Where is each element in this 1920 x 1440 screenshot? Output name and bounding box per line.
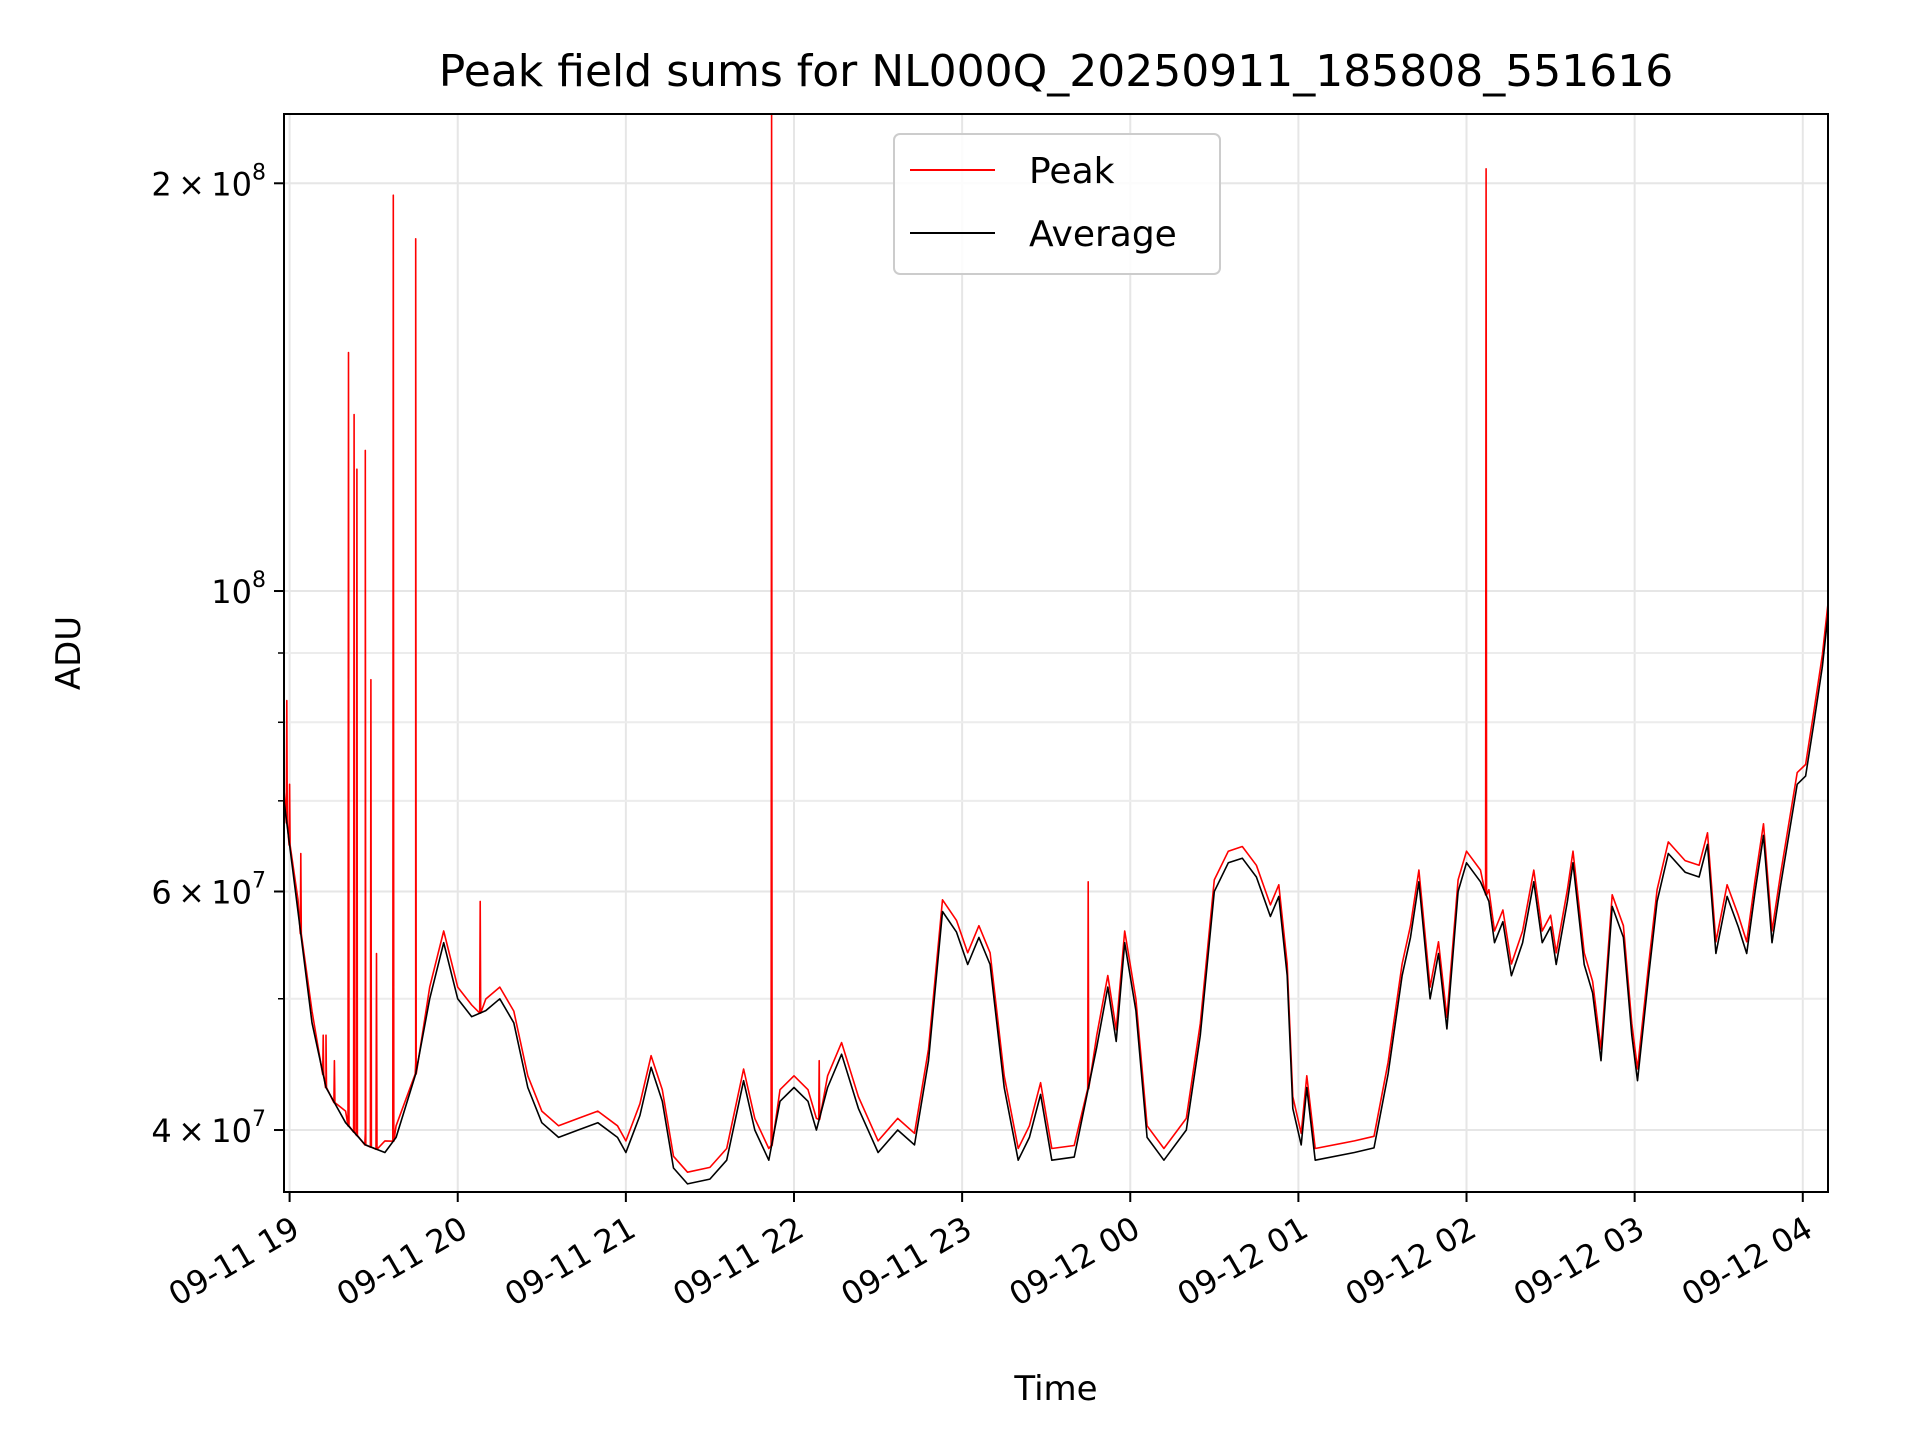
series-average-line: [284, 614, 1828, 1185]
y-tick-label-0: 4 × 107: [151, 1107, 266, 1150]
legend-label-peak: Peak: [1029, 151, 1115, 192]
y-axis: 4 × 107 6 × 107 108 2 × 108: [151, 160, 284, 1150]
y-tick-label-1: 6 × 107: [151, 869, 266, 912]
x-axis-title: Time: [1013, 1369, 1097, 1409]
plot-area: [284, 114, 1828, 1185]
series-peak-line: [284, 114, 1828, 1173]
legend: Peak Average: [893, 133, 1221, 275]
chart-title: Peak field sums for NL000Q_20250911_1858…: [439, 46, 1673, 97]
y-tick-label-3: 2 × 108: [151, 160, 266, 203]
y-tick-label-2: 108: [211, 568, 266, 611]
y-axis-title: ADU: [49, 616, 89, 690]
legend-label-average: Average: [1029, 214, 1177, 255]
